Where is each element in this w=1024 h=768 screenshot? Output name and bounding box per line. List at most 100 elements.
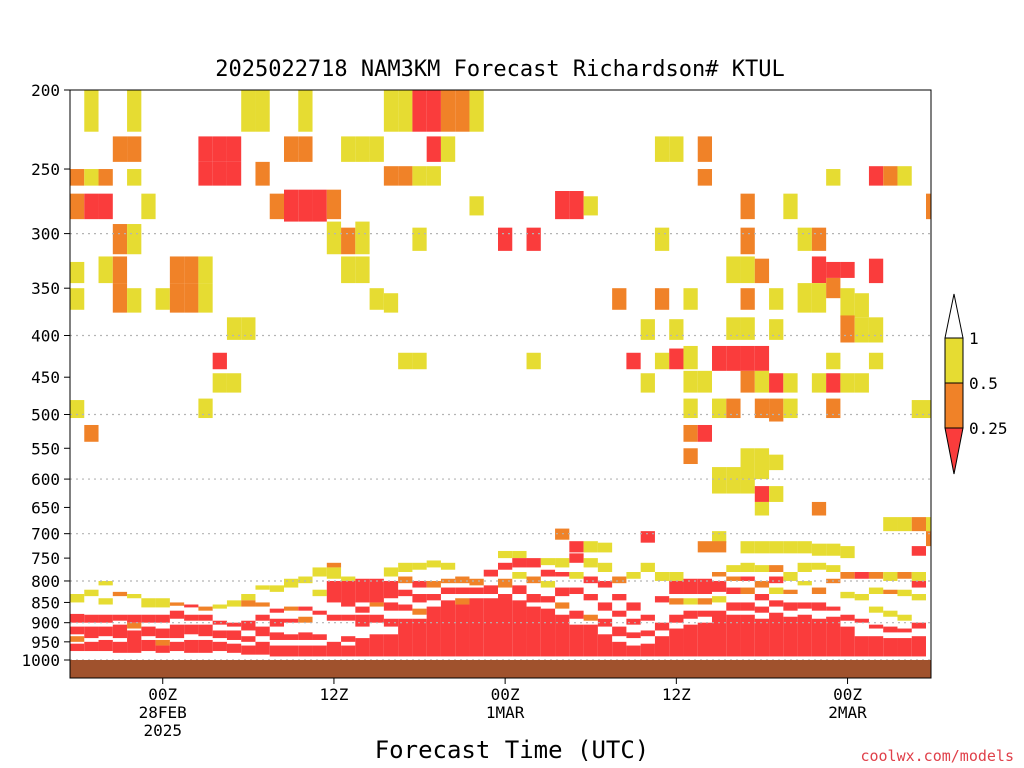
ri-cell (797, 562, 812, 573)
ri-cell (284, 578, 299, 588)
ri-cell (911, 517, 927, 532)
ri-cell (426, 560, 441, 568)
ri-cell (312, 610, 327, 615)
ri-cell (355, 614, 370, 627)
ri-cell (897, 589, 912, 597)
ri-cell (412, 580, 427, 588)
ri-cell (640, 531, 655, 543)
ri-cell (754, 345, 770, 371)
ri-cell (697, 610, 713, 617)
ri-cell (426, 606, 441, 657)
ri-cell (883, 638, 898, 657)
ri-cell (70, 288, 85, 310)
ri-cell (840, 546, 855, 559)
ri-cell (284, 189, 299, 222)
ri-cell (198, 606, 213, 611)
y-tick-label: 650 (31, 498, 60, 517)
y-tick-label: 600 (31, 470, 60, 489)
ri-cell (726, 317, 741, 340)
y-tick-label: 500 (31, 406, 60, 425)
ri-cell (255, 602, 270, 607)
ri-cell (98, 193, 113, 220)
ri-cell (697, 578, 713, 595)
ri-cell (583, 594, 598, 601)
ri-cell (84, 626, 99, 639)
ri-cell (155, 639, 170, 646)
ri-cell (754, 618, 770, 657)
ri-cell (897, 517, 912, 532)
x-tick-label: 1MAR (486, 703, 525, 722)
ri-cell (669, 348, 684, 370)
ri-cell (383, 580, 399, 599)
ri-cell (569, 572, 584, 579)
ri-cell (341, 580, 356, 607)
ri-cell (626, 602, 641, 611)
ri-cell (326, 614, 342, 621)
ri-cell (669, 614, 684, 623)
ri-cell (169, 641, 185, 652)
ri-cell (369, 602, 384, 607)
ri-cell (769, 565, 784, 573)
ri-cell (269, 632, 285, 640)
ri-cell (512, 600, 527, 657)
ri-cell (612, 594, 627, 601)
ri-cell (811, 501, 827, 516)
ri-cell (241, 600, 256, 607)
ri-cell (683, 624, 698, 657)
ri-cell (440, 600, 456, 657)
ri-cell (440, 562, 456, 570)
ri-cell (868, 636, 884, 657)
ri-cell (84, 641, 99, 652)
ri-cell (712, 572, 727, 577)
ri-cell (212, 136, 227, 162)
x-tick-label: 2025 (143, 721, 182, 740)
ri-cell (398, 352, 413, 370)
ri-cell (854, 373, 869, 393)
ri-cell (141, 614, 156, 623)
ri-cell (298, 576, 313, 584)
ri-cell (412, 90, 427, 132)
ri-cell (555, 587, 570, 597)
ri-cell (783, 589, 798, 595)
ri-cell (597, 562, 613, 573)
ri-cell (612, 641, 627, 657)
ri-cell (612, 576, 627, 584)
ri-cell (911, 400, 927, 419)
ri-cell (583, 614, 598, 621)
ri-cell (412, 352, 427, 370)
credit-text: coolwx.com/models (860, 747, 1014, 765)
ri-cell (797, 283, 812, 313)
ri-cell (184, 604, 199, 608)
ri-cell (241, 90, 256, 132)
ri-cell (740, 576, 755, 581)
ri-cell (769, 373, 784, 393)
ri-cell (626, 618, 641, 625)
ri-cell (312, 567, 327, 577)
ri-cell (512, 558, 527, 568)
ri-cell (540, 580, 556, 588)
ri-cell (883, 166, 898, 186)
ri-cell (569, 541, 584, 553)
ri-cell (469, 598, 484, 657)
ri-cell (398, 589, 413, 597)
ri-cell (255, 641, 270, 655)
ri-cell (769, 576, 784, 584)
ri-cell (127, 614, 142, 623)
ri-cell (697, 598, 713, 605)
ri-cell (226, 161, 242, 186)
ri-cell (797, 580, 812, 586)
ri-cell (255, 161, 270, 186)
ri-cell (740, 370, 755, 393)
ri-cell (555, 572, 570, 577)
ri-cell (455, 598, 470, 605)
ri-cell (769, 600, 784, 607)
ri-cell (811, 227, 827, 251)
ri-cell (84, 424, 99, 442)
ri-cell (212, 630, 227, 639)
ri-cell (597, 634, 613, 657)
x-tick-label: 00Z (148, 685, 177, 704)
ri-cell (926, 531, 931, 547)
ri-cell (583, 558, 598, 568)
ri-cell (783, 193, 798, 220)
